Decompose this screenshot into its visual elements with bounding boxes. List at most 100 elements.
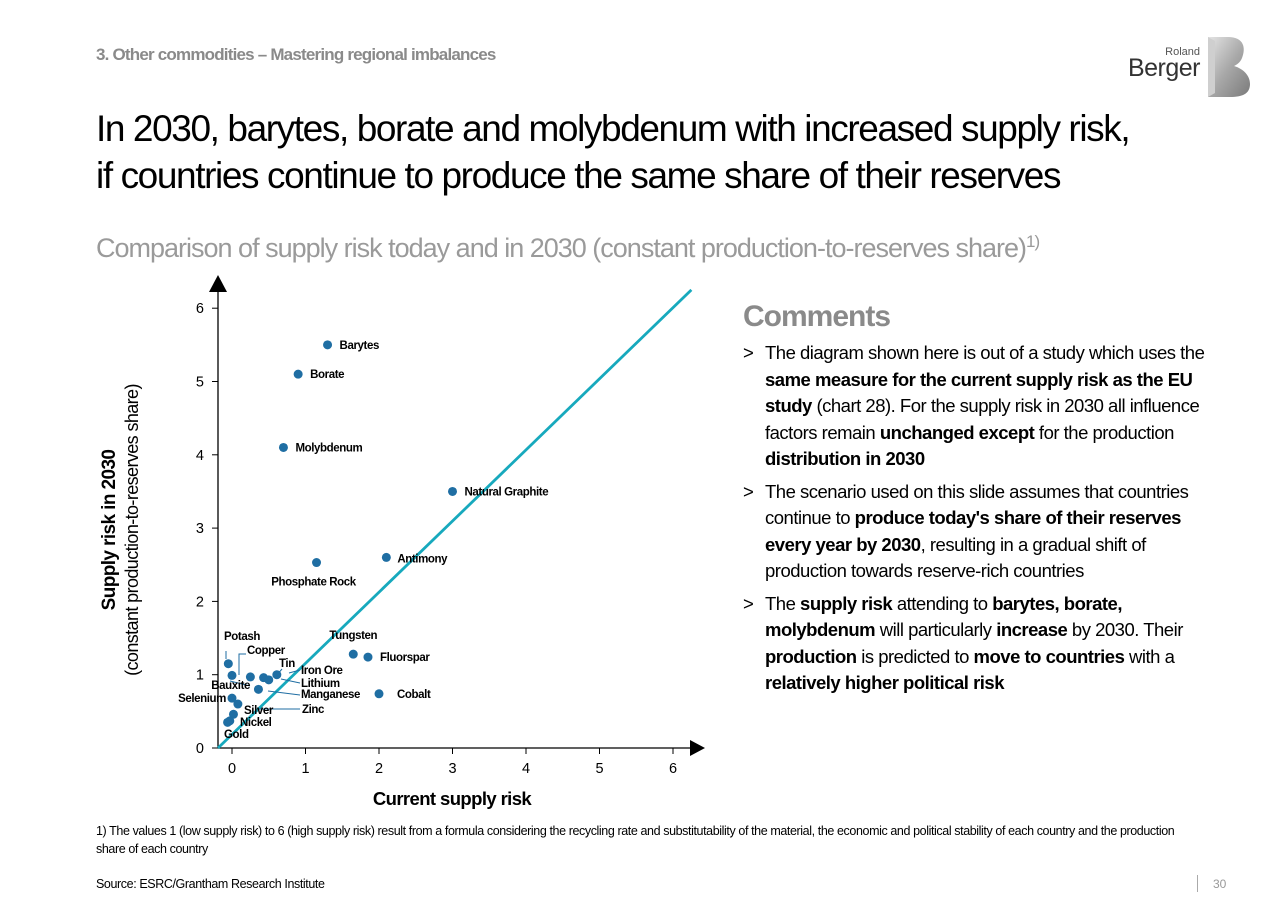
chart-subtitle: Comparison of supply risk today and in 2… (96, 232, 1246, 264)
y-axis-subtitle: (constant production-to-reserves share) (122, 384, 142, 676)
comment-text: , resulting in a gradual shift of produc… (765, 533, 1146, 582)
point-label-cobalt: Cobalt (397, 689, 431, 701)
data-point-silver (228, 709, 238, 719)
y-tick-label: 0 (196, 741, 204, 757)
x-tick-label: 5 (595, 761, 603, 777)
data-point-gold (223, 717, 233, 727)
subtitle-footnote-marker: 1) (1026, 232, 1040, 251)
data-point-bauxite (227, 670, 237, 680)
x-tick-label: 6 (669, 761, 677, 777)
x-tick-label: 2 (375, 761, 383, 777)
point-label-borate: Borate (310, 369, 344, 381)
comment-bold-text: increase (996, 619, 1068, 640)
x-tick-label: 1 (301, 761, 309, 777)
comment-bullet-icon: > (743, 592, 754, 614)
leader-line-iron-ore (288, 669, 301, 674)
data-point-barytes (323, 340, 333, 350)
y-tick-label: 6 (196, 301, 204, 317)
data-point-fluorspar (363, 652, 373, 662)
data-point-zinc (233, 699, 243, 709)
roland-berger-logo: Roland Berger (1120, 36, 1252, 98)
page-divider (1197, 875, 1198, 892)
y-tick-label: 4 (196, 448, 204, 464)
data-point-antimony (381, 552, 391, 562)
point-label-phosphate-rock: Phosphate Rock (271, 577, 357, 589)
comment-bold-text: move to countries (973, 645, 1125, 667)
data-point-manganese (253, 684, 263, 694)
point-label-manganese: Manganese (301, 689, 360, 701)
y-tick-label: 2 (196, 594, 204, 610)
y-tick-label: 3 (196, 521, 204, 537)
page-number: 30 (1213, 877, 1227, 891)
comment-text: will particularly (875, 619, 997, 640)
comment-text: The (765, 592, 801, 614)
comment-item-3: > The supply risk attending to barytes, b… (743, 591, 1213, 697)
comment-text: is predicted to (856, 645, 974, 667)
point-label-antimony: Antimony (397, 553, 448, 565)
logo-text-roland: Roland (1165, 46, 1200, 58)
logo-text-berger: Berger (1127, 54, 1201, 82)
comment-item-1: > The diagram shown here is out of a stud… (743, 340, 1213, 473)
point-label-gold: Gold (224, 729, 249, 741)
x-axis-title: Current supply risk (373, 788, 533, 809)
x-axis-arrow-icon (690, 740, 705, 756)
point-label-iron-ore: Iron Ore (301, 665, 343, 677)
data-point-natural-graphite (448, 486, 457, 496)
comment-text: (chart 28). For the supply risk in 2030 … (765, 395, 1200, 443)
footnote: 1) The values 1 (low supply risk) to 6 (… (96, 824, 1175, 856)
point-label-lithium: Lithium (301, 678, 340, 690)
point-label-molybdenum: Molybdenum (295, 442, 362, 454)
point-label-copper: Copper (247, 645, 286, 657)
comment-text: attending to (892, 592, 993, 614)
comment-bold-text: relatively higher political risk (765, 672, 1005, 693)
point-label-silver: Silver (244, 705, 274, 717)
point-label-tin: Tin (279, 658, 295, 670)
data-point-lithium (264, 675, 274, 685)
title-line-1: In 2030, barytes, borate and molybdenum … (96, 108, 1131, 149)
point-label-barytes: Barytes (340, 340, 379, 352)
comment-text: for the production (1034, 421, 1174, 443)
point-label-tungsten: Tungsten (329, 630, 377, 642)
point-label-selenium: Selenium (178, 693, 226, 705)
data-point-selenium (227, 693, 237, 703)
leader-line-bauxite (229, 680, 251, 687)
comment-bold-text: unchanged except (879, 421, 1035, 443)
comment-bold-text: produce today's share of their reserves … (765, 507, 1181, 555)
comment-bold-text: barytes, borate, molybdenum (765, 592, 1122, 641)
data-point-borate (293, 369, 303, 379)
data-point-iron-ore (272, 670, 282, 680)
y-tick-label: 1 (196, 668, 204, 684)
x-tick-label: 0 (228, 761, 236, 777)
comment-text: The diagram shown here is out of a study… (765, 342, 1205, 363)
point-label-nickel: Nickel (240, 717, 272, 729)
comment-text: by 2030. Their (1067, 619, 1183, 640)
leader-line-manganese (267, 690, 301, 696)
logo-b-mark-icon (1208, 37, 1250, 97)
title-line-2: if countries continue to produce the sam… (96, 155, 1061, 196)
point-label-fluorspar: Fluorspar (380, 652, 430, 664)
point-label-potash: Potash (224, 631, 260, 643)
point-label-natural-graphite: Natural Graphite (465, 486, 549, 498)
supply-risk-scatter-chart: 0 1 2 3 4 5 6 0 1 2 3 4 5 6 Current supply risk Supply … (99, 275, 705, 809)
subtitle-text: Comparison of supply risk today and in 2… (96, 233, 1027, 263)
comment-bullet-icon: > (743, 342, 754, 363)
data-point-molybdenum (278, 442, 288, 452)
comment-bold-text: production (765, 645, 857, 667)
comment-text: The scenario used on this slide assumes … (765, 480, 1189, 529)
section-label: 3. Other commodities – Mastering regiona… (96, 45, 496, 64)
data-point-copper (245, 672, 255, 682)
source-note: Source: ESRC/Grantham Research Institute (96, 877, 325, 891)
data-point-potash (223, 659, 233, 669)
comments-heading: Comments (743, 300, 891, 333)
comment-bold-text: supply risk (800, 592, 893, 614)
comment-bold-text: same measure for the current supply risk… (765, 368, 1193, 417)
comments-panel: Comments > The diagram shown here is out … (743, 300, 1213, 703)
y-axis-title: Supply risk in 2030 (99, 450, 120, 611)
diagonal-reference-line (217, 288, 693, 750)
leader-line-lithium (280, 678, 301, 684)
slide-title: In 2030, barytes, borate and molybdenum … (96, 105, 1246, 199)
data-point-cobalt (374, 689, 384, 699)
comment-bullet-icon: > (743, 480, 754, 502)
x-tick-label: 4 (522, 761, 530, 777)
comment-text: with a (1124, 645, 1175, 667)
